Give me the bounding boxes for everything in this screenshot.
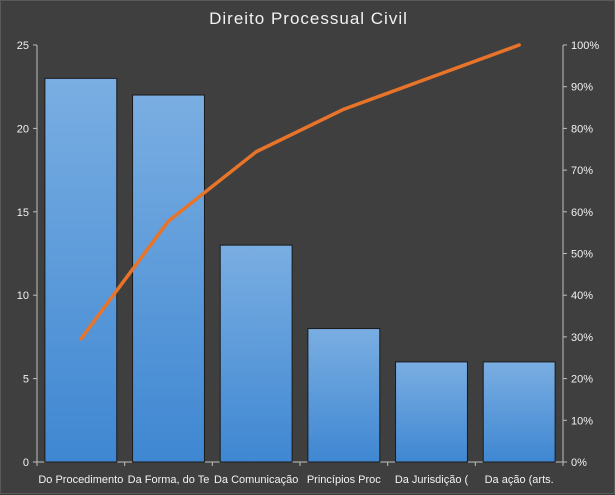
y2-tick-label: 10% — [571, 415, 593, 427]
y2-tick-label: 60% — [571, 207, 593, 219]
y-tick-label: 25 — [17, 40, 29, 52]
y2-tick-label: 70% — [571, 165, 593, 177]
bar — [220, 245, 292, 462]
x-tick-label: Da Forma, do Te — [128, 474, 210, 486]
bar — [308, 329, 380, 462]
y2-tick-label: 50% — [571, 249, 593, 261]
x-tick-label: Da Jurisdição ( — [395, 474, 469, 486]
y2-tick-label: 80% — [571, 123, 593, 135]
y2-tick-label: 100% — [571, 40, 599, 52]
y-tick-label: 15 — [17, 207, 29, 219]
y2-tick-label: 90% — [571, 82, 593, 94]
y2-tick-label: 20% — [571, 374, 593, 386]
x-tick-label: Da Comunicação — [214, 474, 298, 486]
y-tick-label: 0 — [23, 457, 29, 469]
y2-tick-label: 40% — [571, 290, 593, 302]
y-tick-label: 20 — [17, 123, 29, 135]
bar — [483, 362, 555, 462]
bar — [133, 95, 205, 462]
y2-tick-label: 0% — [571, 457, 587, 469]
bar — [45, 78, 117, 462]
x-tick-label: Princípios Proc — [307, 474, 381, 486]
x-tick-label: Da ação (arts. — [485, 474, 554, 486]
y-tick-label: 10 — [17, 290, 29, 302]
y2-tick-label: 30% — [571, 332, 593, 344]
bar — [396, 362, 468, 462]
x-tick-label: Do Procedimento — [38, 474, 123, 486]
y-tick-label: 5 — [23, 374, 29, 386]
